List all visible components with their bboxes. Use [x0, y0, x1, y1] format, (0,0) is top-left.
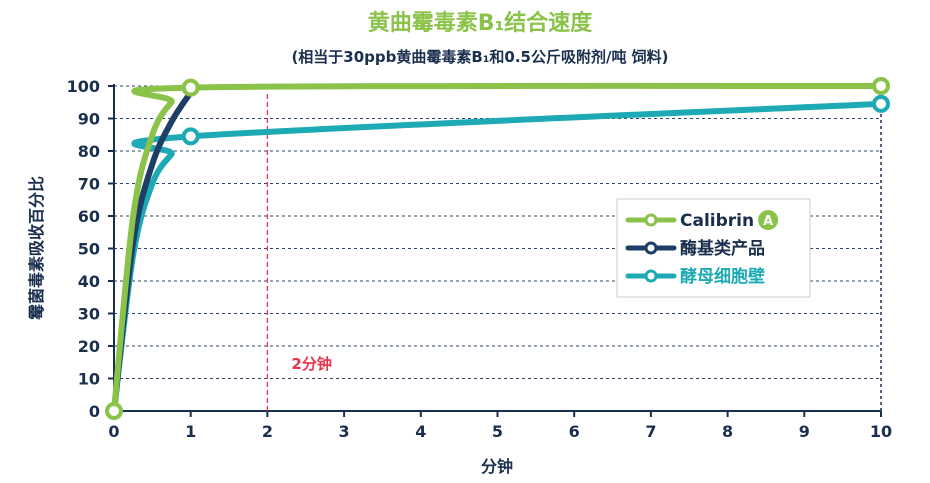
series-lines [111, 82, 884, 414]
y-tick-label-6: 60 [78, 207, 100, 226]
marker-2 [872, 77, 890, 95]
y-tick-label-10: 100 [67, 77, 100, 96]
x-tick-label-0: 0 [108, 422, 119, 441]
chart-subtitle: (相当于30ppb黄曲霉毒素B₁和0.5公斤吸附剂/吨 饲料) [291, 48, 668, 66]
x-tick-label-2: 2 [262, 422, 273, 441]
y-tick-label-3: 30 [78, 305, 100, 324]
x-tick-label-5: 5 [492, 422, 503, 441]
x-axis-label: 分钟 [481, 457, 513, 476]
y-tick-label-7: 70 [78, 175, 100, 194]
reference-line-group: 2分钟 [266, 94, 332, 411]
y-tick-label-9: 90 [78, 110, 100, 129]
x-tick-label-3: 3 [339, 422, 350, 441]
chart-title: 黄曲霉毒素B₁结合速度 [368, 10, 593, 36]
x-tick-label-10: 10 [870, 422, 892, 441]
marker-3 [181, 127, 200, 146]
marker-4 [872, 94, 890, 113]
legend-label-0: Calibrin [680, 211, 754, 231]
marker-1 [181, 78, 200, 97]
x-tick-label-9: 9 [799, 422, 810, 441]
x-tick-label-6: 6 [569, 422, 580, 441]
marker-0 [105, 402, 123, 420]
legend-swatch-marker-1 [644, 241, 658, 255]
y-tick-label-4: 40 [78, 272, 100, 291]
y-tick-label-2: 20 [78, 337, 100, 356]
legend-swatch-marker-0 [644, 213, 658, 227]
y-tick-label-5: 50 [78, 240, 100, 259]
y-axis-label: 霉菌毒素吸收百分比 [27, 176, 46, 320]
series-line-0 [111, 82, 884, 414]
series-markers [105, 77, 890, 420]
axes [108, 84, 882, 417]
legend-label-2: 酵母细胞壁 [680, 266, 765, 287]
y-tick-label-0: 0 [89, 402, 100, 421]
legend-badge-letter: A [763, 214, 773, 229]
legend-badge-circle [758, 210, 779, 230]
x-tick-label-1: 1 [185, 422, 196, 441]
legend-swatch-marker-2 [644, 269, 658, 283]
reference-line-label: 2分钟 [291, 355, 331, 373]
legend-label-1: 酶基类产品 [680, 238, 765, 259]
x-tick-label-7: 7 [645, 422, 656, 441]
x-tick-label-8: 8 [722, 422, 733, 441]
x-tick-label-4: 4 [415, 422, 426, 441]
y-tick-label-1: 10 [78, 370, 100, 389]
y-tick-label-8: 80 [78, 142, 100, 161]
